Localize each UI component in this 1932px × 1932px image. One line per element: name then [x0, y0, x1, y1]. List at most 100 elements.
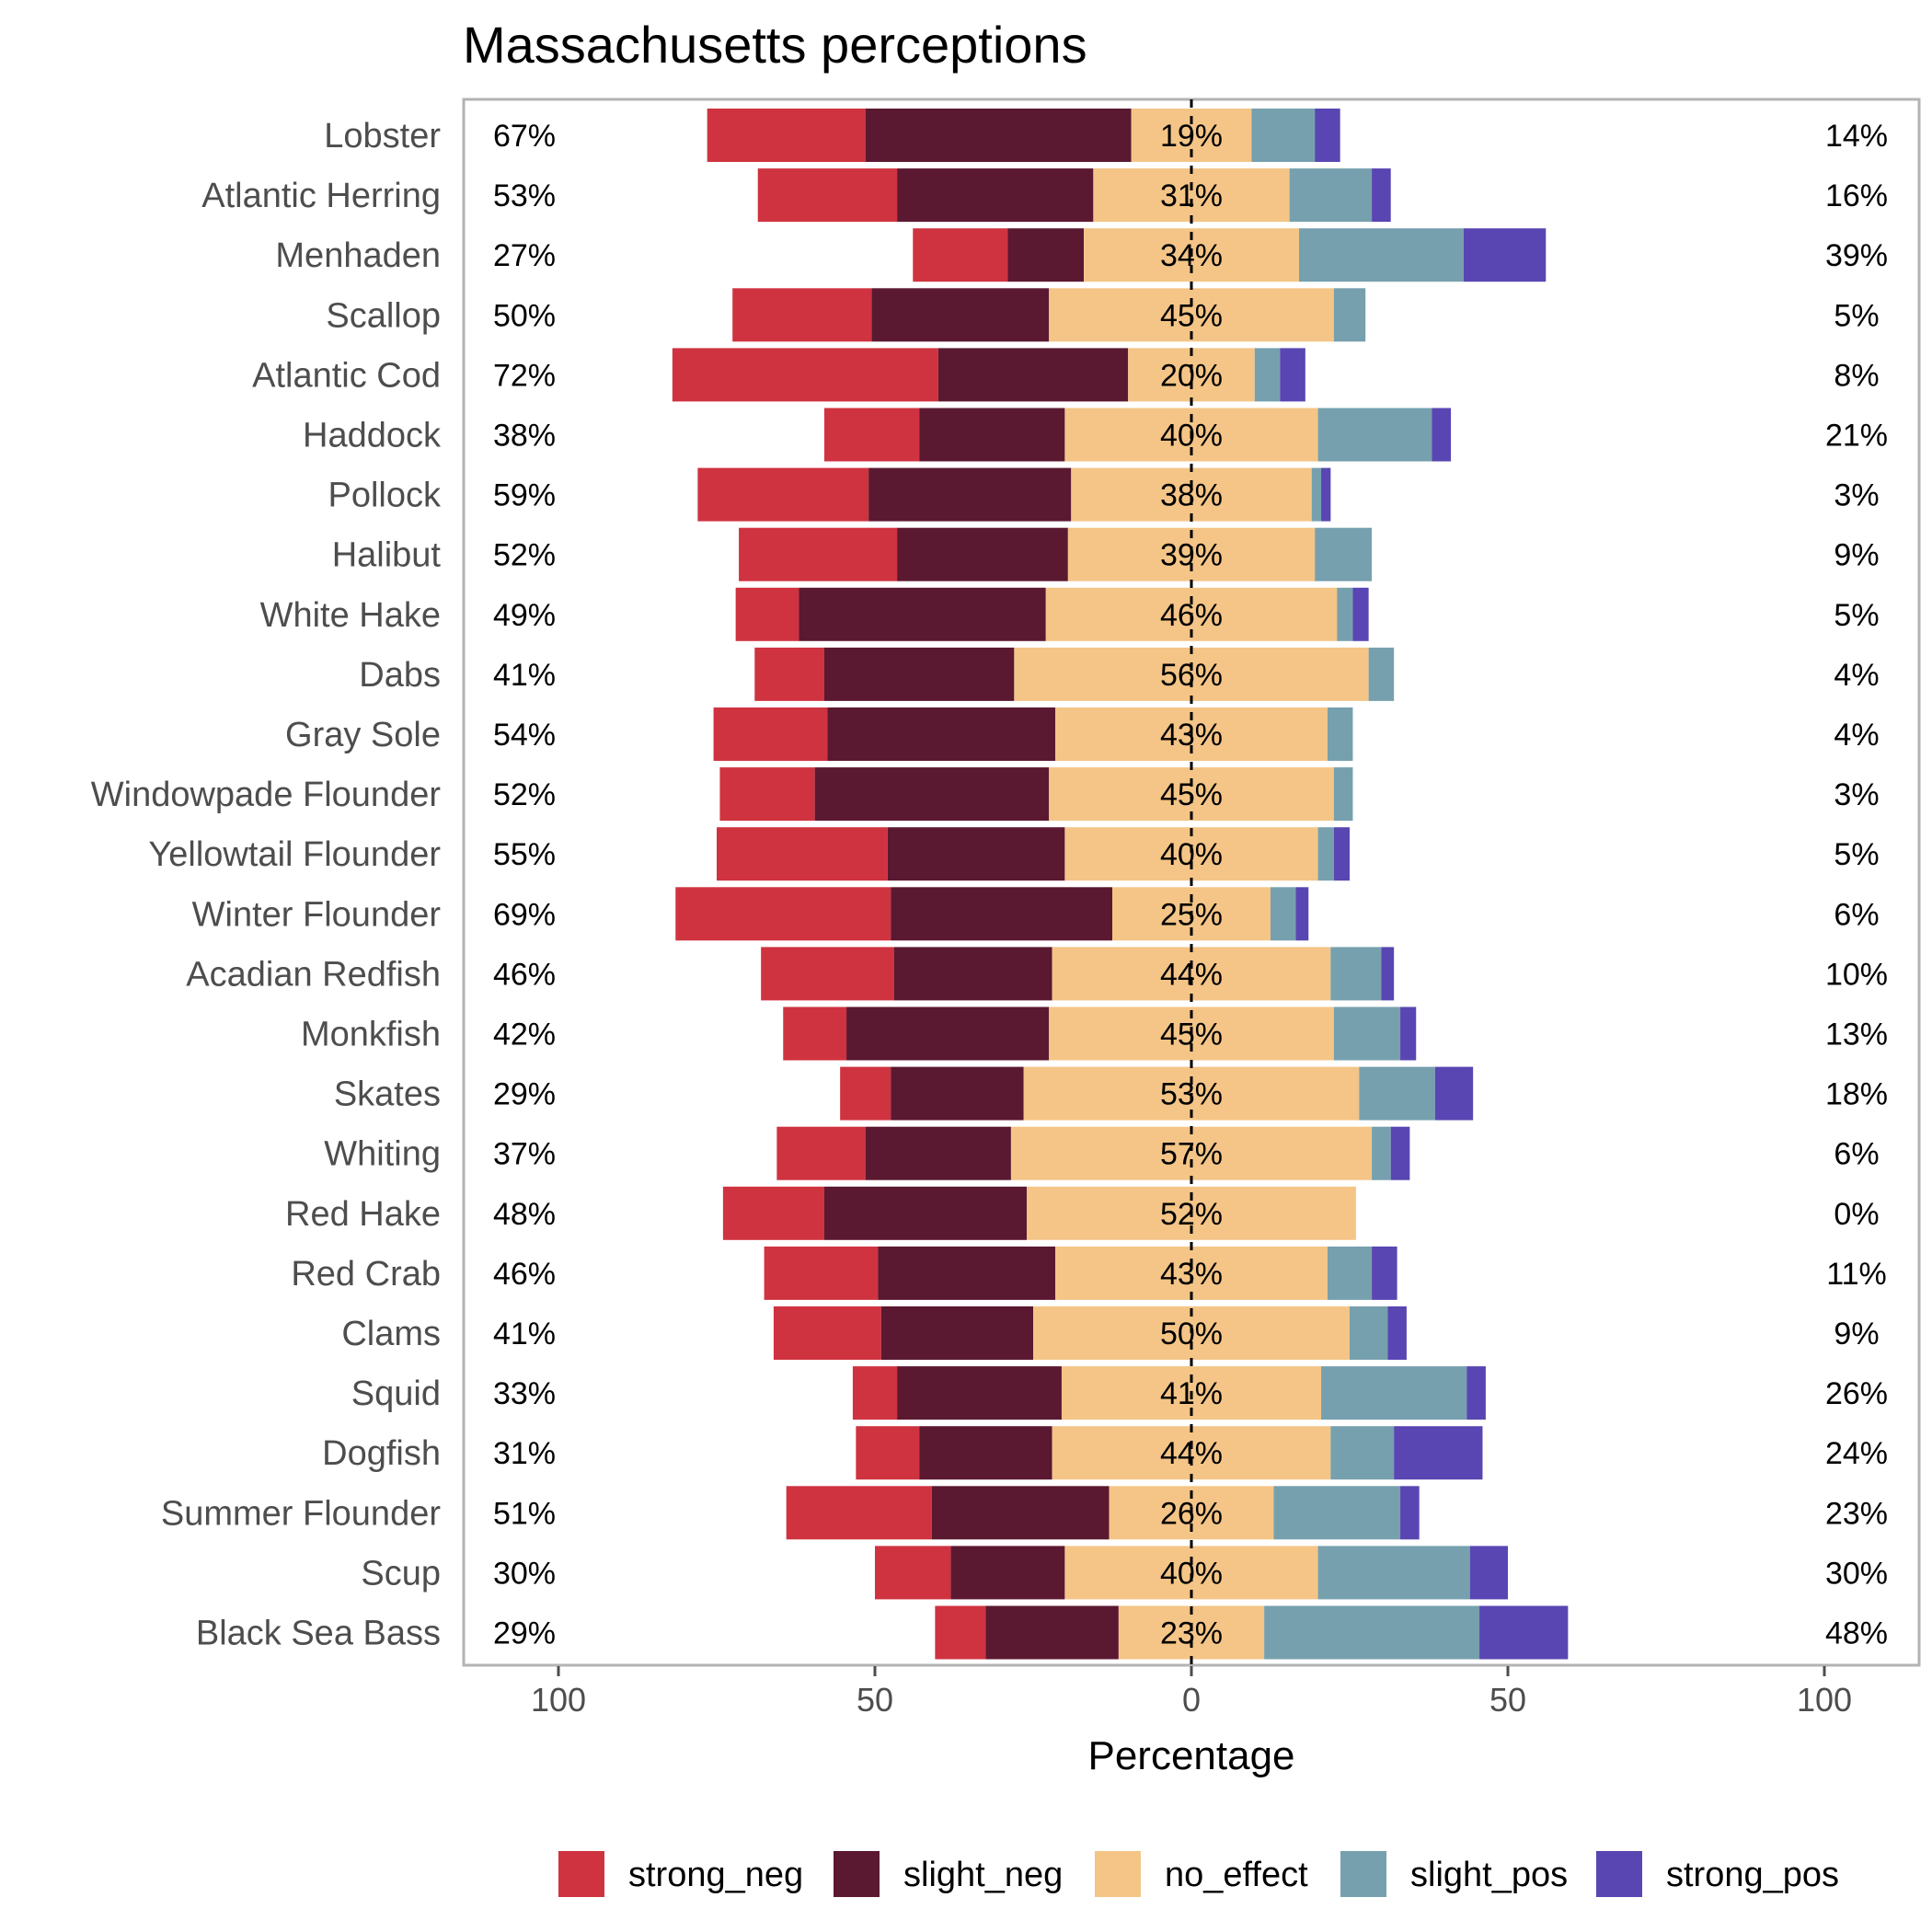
- right-pct-label-8: 5%: [1834, 598, 1879, 633]
- bar-slight_neg-11: [814, 767, 1050, 822]
- center-pct-label-17: 57%: [1160, 1137, 1223, 1172]
- left-pct-label-25: 29%: [493, 1616, 556, 1651]
- bar-strong_pos-14: [1381, 947, 1395, 1001]
- bar-strong_pos-12: [1333, 827, 1350, 881]
- left-pct-label-22: 31%: [493, 1436, 556, 1471]
- bar-slight_pos-17: [1372, 1126, 1391, 1180]
- bar-slight_neg-7: [897, 527, 1068, 581]
- category-label-0: Lobster: [324, 117, 441, 155]
- bar-no_effect-17: [1010, 1126, 1373, 1180]
- bar-strong_neg-9: [754, 647, 824, 701]
- center-pct-label-16: 53%: [1160, 1077, 1223, 1112]
- bar-strong_neg-4: [672, 348, 938, 402]
- bar-strong_pos-8: [1352, 587, 1369, 641]
- bar-strong_pos-16: [1434, 1066, 1474, 1121]
- category-labels: Lobster Atlantic Herring Menhaden Scallop At…: [91, 117, 442, 1653]
- category-label-9: Dabs: [359, 656, 441, 695]
- bar-slight_pos-12: [1317, 827, 1334, 881]
- bar-slight_pos-20: [1350, 1306, 1388, 1360]
- bar-strong_neg-6: [697, 467, 869, 522]
- category-label-20: Clams: [341, 1315, 441, 1353]
- bar-strong_neg-5: [823, 408, 920, 462]
- left-pct-label-4: 72%: [493, 358, 556, 393]
- right-pct-label-0: 14%: [1825, 119, 1888, 154]
- left-pct-label-13: 69%: [493, 897, 556, 932]
- left-pct-label-19: 46%: [493, 1257, 556, 1292]
- center-pct-label-7: 39%: [1160, 538, 1223, 573]
- legend-swatch-strong_pos: [1596, 1851, 1642, 1897]
- bar-slight_neg-23: [931, 1486, 1110, 1540]
- left-pct-label-5: 38%: [493, 419, 556, 454]
- x-tick-label-0: 100: [531, 1681, 586, 1719]
- bar-strong_neg-15: [783, 1006, 847, 1061]
- right-pct-label-13: 6%: [1834, 897, 1879, 932]
- right-pct-label-10: 4%: [1834, 718, 1879, 753]
- right-pct-label-17: 6%: [1834, 1137, 1879, 1172]
- bar-strong_neg-2: [913, 228, 1008, 282]
- legend-swatch-strong_neg: [558, 1851, 604, 1897]
- left-pct-label-8: 49%: [493, 598, 556, 633]
- category-label-11: Windowpade Flounder: [91, 776, 442, 814]
- bar-strong_neg-21: [852, 1366, 898, 1420]
- center-pct-label-21: 41%: [1160, 1376, 1223, 1411]
- category-label-14: Acadian Redfish: [186, 955, 441, 994]
- bar-slight_pos-1: [1289, 168, 1373, 223]
- category-label-8: White Hake: [260, 596, 441, 635]
- legend-label-strong_neg: strong_neg: [628, 1856, 803, 1894]
- bar-strong_neg-10: [713, 707, 828, 761]
- right-pct-label-4: 8%: [1834, 358, 1879, 393]
- bar-strong_neg-19: [764, 1246, 879, 1300]
- legend-label-slight_pos: slight_pos: [1410, 1856, 1568, 1894]
- left-pct-label-17: 37%: [493, 1137, 556, 1172]
- bar-strong_neg-3: [732, 288, 872, 342]
- center-pct-label-20: 50%: [1160, 1317, 1223, 1351]
- bar-strong_neg-13: [675, 887, 891, 941]
- bar-strong_pos-17: [1390, 1126, 1410, 1180]
- center-pct-label-9: 56%: [1160, 658, 1223, 693]
- bar-slight_pos-7: [1315, 527, 1373, 581]
- bar-strong_neg-8: [735, 587, 799, 641]
- bar-no_effect-6: [1071, 467, 1312, 522]
- category-label-6: Pollock: [328, 477, 442, 515]
- bar-no_effect-22: [1052, 1426, 1331, 1480]
- right-pct-label-16: 18%: [1825, 1077, 1888, 1112]
- category-label-13: Winter Flounder: [192, 895, 442, 934]
- right-pct-label-1: 16%: [1825, 178, 1888, 213]
- bar-slight_pos-25: [1264, 1605, 1480, 1660]
- bar-strong_neg-18: [722, 1186, 824, 1240]
- bar-slight_pos-24: [1317, 1546, 1470, 1600]
- legend-swatch-slight_neg: [834, 1851, 880, 1897]
- bar-slight_pos-4: [1254, 348, 1281, 402]
- category-label-10: Gray Sole: [285, 716, 441, 754]
- bar-strong_neg-20: [773, 1306, 881, 1360]
- left-pct-label-16: 29%: [493, 1077, 556, 1112]
- bar-strong_neg-17: [776, 1126, 866, 1180]
- bar-slight_neg-4: [937, 348, 1129, 402]
- bar-no_effect-14: [1052, 947, 1331, 1001]
- category-label-4: Atlantic Cod: [252, 356, 441, 395]
- center-pct-label-0: 19%: [1160, 119, 1223, 154]
- category-label-21: Squid: [351, 1374, 441, 1413]
- bar-slight_neg-1: [897, 168, 1094, 223]
- center-pct-label-22: 44%: [1160, 1436, 1223, 1471]
- left-pct-label-7: 52%: [493, 538, 556, 573]
- bar-slight_neg-8: [799, 587, 1046, 641]
- x-tick-label-3: 50: [1489, 1681, 1526, 1719]
- center-pct-label-18: 52%: [1160, 1197, 1223, 1232]
- center-pct-label-8: 46%: [1160, 598, 1223, 633]
- bar-slight_neg-3: [871, 288, 1050, 342]
- category-label-24: Scup: [361, 1554, 441, 1593]
- category-label-7: Halibut: [332, 536, 442, 575]
- bar-slight_pos-9: [1368, 647, 1395, 701]
- left-pct-label-2: 27%: [493, 238, 556, 273]
- bar-strong_neg-22: [856, 1426, 920, 1480]
- category-label-12: Yellowtail Flounder: [148, 835, 441, 874]
- left-pct-label-24: 30%: [493, 1556, 556, 1591]
- x-tick-label-1: 50: [857, 1681, 893, 1719]
- bar-slight_neg-0: [865, 109, 1132, 162]
- bar-strong_pos-5: [1432, 408, 1452, 462]
- bar-strong_neg-23: [786, 1486, 932, 1540]
- bar-strong_pos-1: [1372, 168, 1391, 223]
- bar-slight_neg-20: [880, 1306, 1033, 1360]
